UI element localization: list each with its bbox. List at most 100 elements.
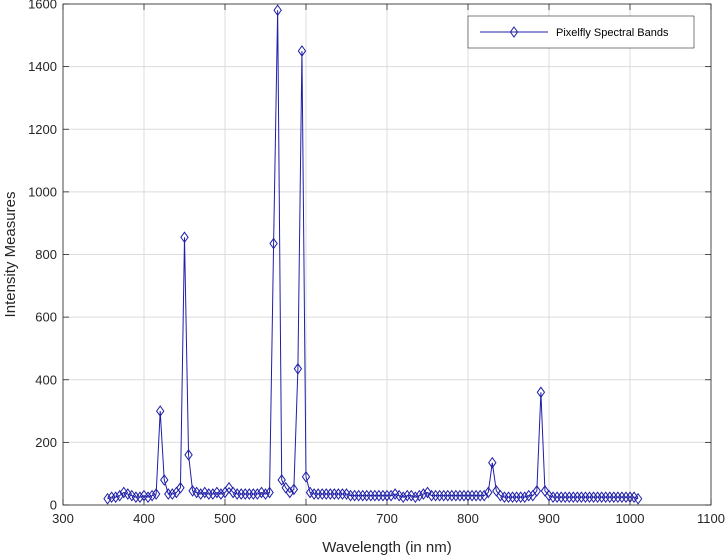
x-tick-label: 900 (538, 511, 560, 526)
data-point (322, 488, 331, 500)
data-point (516, 491, 525, 504)
data-point (176, 481, 185, 494)
data-point (552, 491, 562, 504)
data-point (309, 488, 319, 500)
data-point (415, 489, 424, 502)
data-point (204, 488, 214, 500)
data-point (261, 488, 270, 500)
data-point (334, 488, 343, 500)
data-point (532, 485, 542, 497)
data-point (573, 491, 582, 504)
x-tick-label: 600 (295, 511, 317, 526)
data-point (338, 488, 347, 500)
data-point (103, 492, 112, 505)
data-point (398, 491, 408, 504)
data-point (293, 362, 303, 375)
x-tick-label: 300 (52, 511, 74, 526)
data-point (520, 491, 529, 504)
data-point (196, 488, 205, 500)
data-point (180, 231, 189, 244)
data-point (208, 488, 218, 500)
data-point (273, 4, 282, 17)
data-point (447, 489, 457, 502)
data-point (131, 491, 141, 504)
data-point (236, 488, 246, 500)
data-point (232, 488, 242, 500)
data-point (443, 489, 452, 502)
data-point (512, 491, 521, 504)
data-point (471, 489, 481, 502)
data-point (245, 488, 254, 500)
x-tick-label: 1000 (616, 511, 645, 526)
data-point (524, 489, 533, 502)
tick-labels: 300 400 500 600 700 800 900 1000 1100 0 200 400 600 8… (28, 0, 725, 526)
data-point (366, 489, 376, 502)
data-point (277, 474, 286, 486)
series-layer (103, 4, 643, 505)
axes (62, 3, 712, 506)
y-tick-label: 800 (35, 247, 57, 262)
data-point (621, 491, 631, 504)
data-point (362, 489, 371, 502)
legend: Pixelfly Spectral Bands (467, 15, 695, 49)
data-point (216, 488, 226, 500)
data-point (609, 491, 619, 504)
data-point (281, 481, 290, 494)
data-point (451, 489, 461, 502)
data-point (467, 489, 477, 502)
data-point (382, 489, 392, 502)
data-point (459, 489, 469, 502)
y-tick-label: 1000 (28, 184, 57, 199)
data-point (265, 486, 274, 499)
y-axis-label: Intensity Measures (2, 192, 19, 318)
data-point (269, 237, 278, 250)
data-point (184, 449, 193, 461)
data-point (147, 489, 157, 502)
data-point (500, 491, 509, 504)
x-tick-label: 500 (214, 511, 236, 526)
data-point (253, 488, 262, 500)
y-tick-label: 0 (50, 498, 57, 513)
data-point (597, 491, 606, 504)
data-point (111, 491, 120, 504)
data-point (540, 485, 550, 497)
data-point (589, 491, 598, 504)
data-point (313, 488, 323, 500)
y-tick-label: 1200 (28, 122, 57, 137)
data-point (374, 489, 384, 502)
data-point (358, 489, 367, 502)
data-point (585, 491, 594, 504)
x-tick-label: 800 (457, 511, 479, 526)
data-point (241, 488, 250, 500)
data-point (301, 470, 311, 483)
data-point (569, 491, 578, 504)
data-point (285, 486, 295, 499)
data-point (536, 386, 546, 399)
data-point (431, 489, 440, 502)
data-point (427, 489, 436, 502)
data-point (419, 488, 428, 500)
data-point (617, 491, 627, 504)
series-line-0 (107, 10, 639, 500)
data-point (143, 491, 153, 504)
y-tick-label: 1400 (28, 59, 57, 74)
data-point (488, 456, 497, 469)
data-point (613, 491, 623, 504)
data-point (479, 489, 489, 502)
data-point (411, 491, 420, 504)
data-point (330, 488, 339, 500)
data-point (475, 489, 485, 502)
data-point (297, 45, 307, 57)
data-point (115, 489, 124, 502)
data-point (581, 491, 590, 504)
data-point (508, 491, 517, 504)
data-point (370, 489, 380, 502)
data-point (423, 486, 432, 499)
y-tick-label: 200 (35, 435, 57, 450)
x-tick-label: 700 (376, 511, 398, 526)
data-point (455, 489, 465, 502)
data-point (548, 491, 558, 504)
data-point (435, 489, 444, 502)
